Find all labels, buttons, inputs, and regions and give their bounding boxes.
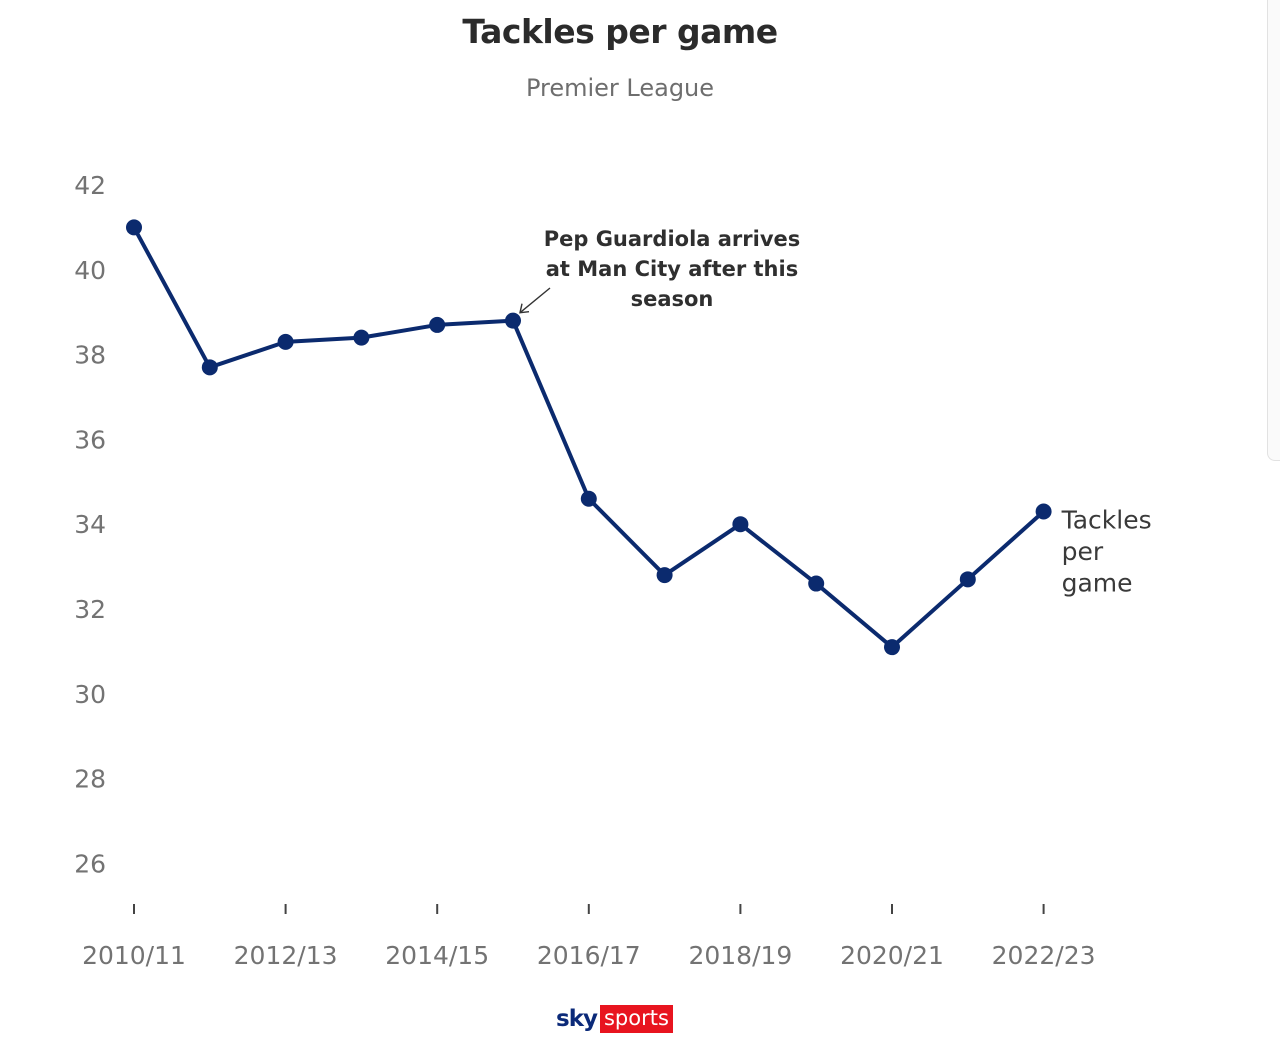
y-tick-label: 38 (74, 341, 106, 370)
line-chart: 26 28 30 32 34 36 38 40 42 2010/11 2012/13 2014/15… (74, 171, 1152, 970)
y-tick-label: 28 (74, 765, 106, 794)
y-tick-label: 26 (74, 849, 106, 878)
x-tick-label: 2018/19 (688, 941, 792, 970)
data-point (656, 567, 673, 584)
y-axis: 26 28 30 32 34 36 38 40 42 (74, 171, 106, 878)
chart-title: Tackles per game (462, 12, 778, 51)
annotation-line: at Man City after this (546, 257, 798, 281)
series-label-line: game (1062, 568, 1133, 597)
data-point (732, 516, 749, 533)
annotation-layer: Pep Guardiola arrives at Man City after t… (519, 227, 801, 314)
series-layer: Tackles per game (126, 219, 1152, 656)
annotation-arrowhead (519, 303, 530, 314)
series-label: Tackles per game (1061, 505, 1152, 597)
y-tick-label: 32 (74, 595, 106, 624)
series-label-line: Tackles (1061, 505, 1152, 534)
brand-sky: sky (556, 1006, 598, 1032)
annotation-arrow (519, 287, 551, 314)
x-tick-label: 2010/11 (82, 941, 186, 970)
scrollbar-edge[interactable] (1267, 0, 1280, 461)
annotation-text: Pep Guardiola arrives at Man City after t… (544, 227, 801, 311)
data-point (277, 333, 294, 350)
brand-sports: sports (599, 1005, 673, 1033)
chart-subtitle: Premier League (525, 74, 715, 102)
data-point (126, 219, 142, 236)
y-tick-label: 34 (74, 510, 106, 539)
data-point (353, 329, 370, 346)
data-point (580, 490, 597, 507)
y-tick-label: 30 (74, 680, 106, 709)
data-point (1035, 503, 1052, 520)
x-tick-label: 2022/23 (992, 941, 1096, 970)
data-point (201, 359, 218, 376)
data-point (808, 575, 825, 592)
sky-sports-logo: sky sports (556, 1004, 673, 1034)
data-point (959, 571, 976, 588)
data-point (884, 639, 900, 656)
data-point (429, 316, 446, 333)
x-tick-label: 2012/13 (234, 941, 338, 970)
series-line (132, 225, 1046, 650)
series-label-line: per (1062, 537, 1104, 566)
y-tick-label: 42 (74, 171, 106, 200)
x-tick-label: 2020/21 (840, 941, 944, 970)
x-tick-label: 2016/17 (537, 941, 641, 970)
x-tick-label: 2014/15 (385, 941, 489, 970)
y-tick-label: 40 (74, 256, 106, 285)
x-axis: 2010/11 2012/13 2014/15 2016/17 2018/19 2020/… (82, 904, 1096, 970)
annotation-line: Pep Guardiola arrives (544, 227, 801, 251)
data-point (505, 312, 521, 329)
y-tick-label: 36 (74, 425, 106, 454)
annotation-line: season (631, 287, 714, 311)
